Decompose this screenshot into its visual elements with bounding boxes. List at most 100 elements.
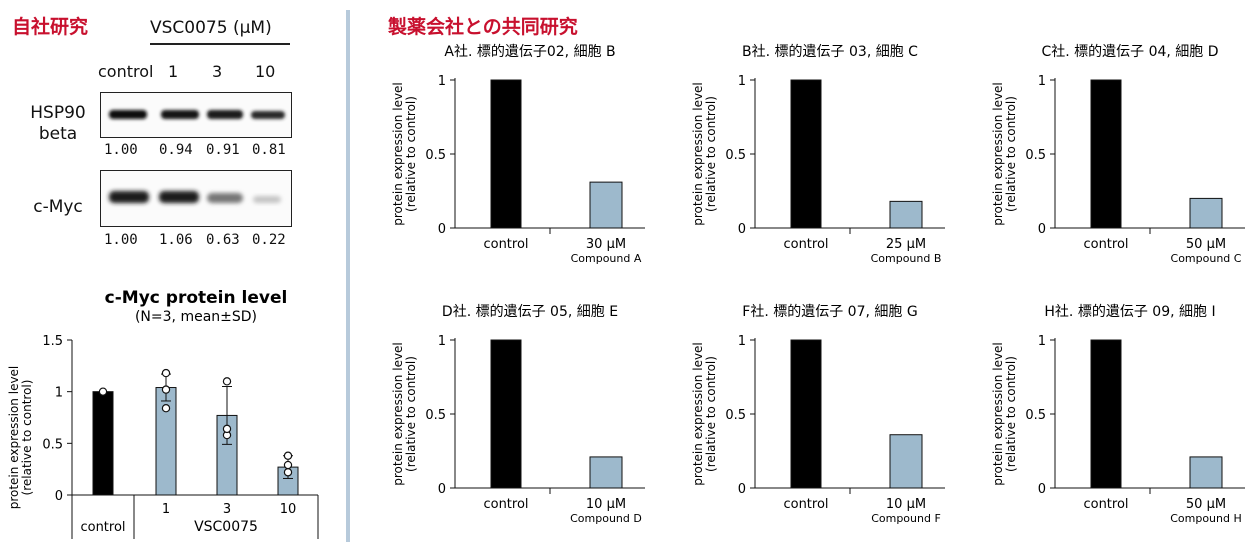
x-label-compound: Compound B <box>871 252 942 265</box>
treatment-header-line <box>150 43 290 45</box>
y-axis-label: (relative to control) <box>704 96 718 212</box>
cmyc-value-3: 0.63 <box>206 232 240 248</box>
treatment-header: VSC0075 (μM) <box>150 18 272 38</box>
lane-label-1: 1 <box>168 62 179 81</box>
chart-company-c: C社. 標的遺伝子 04, 細胞 D protein expression lev… <box>991 44 1245 265</box>
y-tick-label: 0.5 <box>425 408 446 423</box>
y-tick-label: 0 <box>438 222 446 237</box>
chart-title: B社. 標的遺伝子 03, 細胞 C <box>742 44 918 60</box>
y-tick-label: 1 <box>1038 334 1046 349</box>
y-tick-label: 1 <box>438 74 446 89</box>
y-axis-label: protein expression level <box>991 82 1005 226</box>
y-tick-label: 1 <box>1038 74 1046 89</box>
bar-control <box>490 79 522 229</box>
in-house-heading: 自社研究 <box>12 16 89 38</box>
x-label-control: control <box>1083 237 1128 252</box>
bar-compound <box>889 434 923 489</box>
y-axis-label: protein expression level <box>7 366 21 510</box>
x-label-dose: 50 μM <box>1186 497 1226 512</box>
y-axis-label: (relative to control) <box>1004 356 1018 472</box>
x-label-control: control <box>783 497 828 512</box>
x-label-compound: Compound C <box>1171 252 1242 265</box>
bar-compound <box>1189 456 1223 489</box>
y-tick-label: 0 <box>438 482 446 497</box>
cmyc-band-10 <box>253 196 281 203</box>
chart-title: A社. 標的遺伝子02, 細胞 B <box>444 44 615 60</box>
x-label-dose: 25 μM <box>886 237 926 252</box>
y-axis-label: protein expression level <box>391 342 405 486</box>
bar-control <box>92 391 114 496</box>
cmyc-bands <box>109 191 281 203</box>
y-axis-label: protein expression level <box>691 342 705 486</box>
x-label-control: control <box>783 237 828 252</box>
bar-compound <box>589 456 623 489</box>
cmyc-bar-chart: c-Myc protein level (N=3, mean±SD) prote… <box>7 288 319 539</box>
bar-1 <box>155 387 177 496</box>
bar-control <box>790 79 822 229</box>
hsp90-label-line1: HSP90 <box>30 103 86 123</box>
chart-title: F社. 標的遺伝子 07, 細胞 G <box>742 304 917 320</box>
hsp90-value-1: 0.94 <box>159 142 193 158</box>
y-tick-label: 1 <box>438 334 446 349</box>
cmyc-value-control: 1.00 <box>104 232 138 248</box>
y-tick-label: 0 <box>1038 482 1046 497</box>
chart-subtitle: (N=3, mean±SD) <box>135 309 257 325</box>
x-label-dose: 10 <box>280 502 297 517</box>
y-axis-label: (relative to control) <box>704 356 718 472</box>
x-label-compound: Compound A <box>571 252 642 265</box>
hsp90-band-control <box>109 110 147 119</box>
hsp90-value-3: 0.91 <box>206 142 240 158</box>
cmyc-quantification: 1.00 1.06 0.63 0.22 <box>104 232 304 250</box>
y-axis-label: (relative to control) <box>404 356 418 472</box>
section-divider <box>346 10 350 542</box>
chart-company-f: F社. 標的遺伝子 07, 細胞 G protein expression lev… <box>691 304 945 525</box>
lane-label-3: 3 <box>212 62 223 81</box>
y-tick-label: 0 <box>738 222 746 237</box>
data-point <box>161 403 171 413</box>
x-label-control: control <box>80 520 125 535</box>
bar-compound <box>589 181 623 229</box>
data-point <box>161 368 171 378</box>
chart-company-a: A社. 標的遺伝子02, 細胞 B protein expression leve… <box>391 44 645 265</box>
cmyc-blot-image <box>100 170 292 227</box>
hsp90-label-line2: beta <box>38 124 78 144</box>
y-axis-label: protein expression level <box>991 342 1005 486</box>
y-axis-label: protein expression level <box>691 82 705 226</box>
data-point <box>222 424 232 434</box>
x-label-compound: Compound F <box>871 512 941 525</box>
chart-title: C社. 標的遺伝子 04, 細胞 D <box>1041 44 1218 60</box>
bar-control <box>490 339 522 489</box>
y-tick-label: 0.5 <box>42 437 63 452</box>
cmyc-band-3 <box>207 193 243 203</box>
y-tick-label: 0.5 <box>1025 148 1046 163</box>
y-tick-label: 1 <box>738 74 746 89</box>
y-tick-label: 0 <box>738 482 746 497</box>
cmyc-value-10: 0.22 <box>252 232 286 248</box>
chart-title: H社. 標的遺伝子 09, 細胞 I <box>1044 304 1215 320</box>
data-point <box>222 377 232 386</box>
x-label-dose: 10 μM <box>586 497 626 512</box>
y-tick-label: 0.5 <box>425 148 446 163</box>
x-label-dose: 10 μM <box>886 497 926 512</box>
data-point <box>283 460 293 470</box>
lane-label-10: 10 <box>255 62 276 81</box>
chart-company-h: H社. 標的遺伝子 09, 細胞 I protein expression lev… <box>991 304 1245 525</box>
y-tick-label: 1.5 <box>42 334 63 349</box>
x-label-control: control <box>483 497 528 512</box>
x-label-dose: 3 <box>223 502 231 517</box>
y-tick-label: 0 <box>55 489 63 504</box>
hsp90-label: HSP90 beta <box>25 103 91 145</box>
hsp90-quantification: 1.00 0.94 0.91 0.81 <box>104 142 304 160</box>
lane-label-control: control <box>98 62 154 81</box>
data-point <box>283 468 293 477</box>
chart-title: c-Myc protein level <box>105 288 288 308</box>
chart-company-b: B社. 標的遺伝子 03, 細胞 C protein expression lev… <box>691 44 945 265</box>
x-label-dose: 50 μM <box>1186 237 1226 252</box>
data-point <box>98 387 108 396</box>
hsp90-blot-image <box>100 92 292 138</box>
cmyc-value-1: 1.06 <box>159 232 193 248</box>
cmyc-label: c-Myc <box>33 197 83 217</box>
bar-control <box>1090 79 1122 229</box>
y-axis-label: (relative to control) <box>20 380 34 496</box>
hsp90-band-3 <box>207 110 243 119</box>
